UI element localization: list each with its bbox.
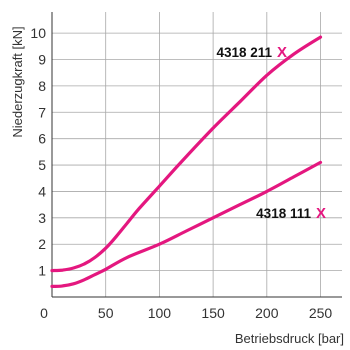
y-tick-label-5: 5 (38, 157, 46, 173)
y-tick-label-10: 10 (30, 25, 46, 41)
y-tick-label-6: 6 (38, 131, 46, 147)
series-marker-4318-211: X (277, 44, 287, 61)
series-line-4318-111 (50, 160, 323, 288)
series-lines (50, 35, 323, 288)
y-tick-label-2: 2 (38, 236, 46, 252)
x-tick-label-200: 200 (255, 305, 279, 321)
y-axis-title: Niederzugkraft [kN] (10, 26, 25, 137)
y-tick-label-3: 3 (38, 210, 46, 226)
x-tick-label-150: 150 (201, 305, 225, 321)
y-tick-label-8: 8 (38, 78, 46, 94)
series-line-4318-211 (50, 35, 323, 273)
x-tick-label-0: 0 (40, 305, 48, 321)
y-tick-label-9: 9 (38, 52, 46, 68)
series-label-4318-211: 4318 211 (216, 45, 272, 60)
grid-lines (52, 12, 342, 297)
x-tick-label-50: 50 (98, 305, 114, 321)
x-tick-label-250: 250 (309, 305, 333, 321)
x-axis-title: Betriebsdruck [bar] (235, 331, 344, 346)
series-marker-4318-111: X (316, 205, 326, 222)
series-label-4318-111: 4318 111 (256, 206, 311, 221)
y-tick-labels: 1 2 3 4 5 6 7 8 9 10 (30, 25, 46, 279)
y-tick-label-1: 1 (38, 263, 46, 279)
y-tick-label-4: 4 (38, 183, 46, 199)
axes (51, 12, 342, 298)
y-tick-label-7: 7 (38, 104, 46, 120)
x-tick-labels: 0 50 100 150 200 250 (40, 305, 332, 321)
x-tick-label-100: 100 (148, 305, 172, 321)
